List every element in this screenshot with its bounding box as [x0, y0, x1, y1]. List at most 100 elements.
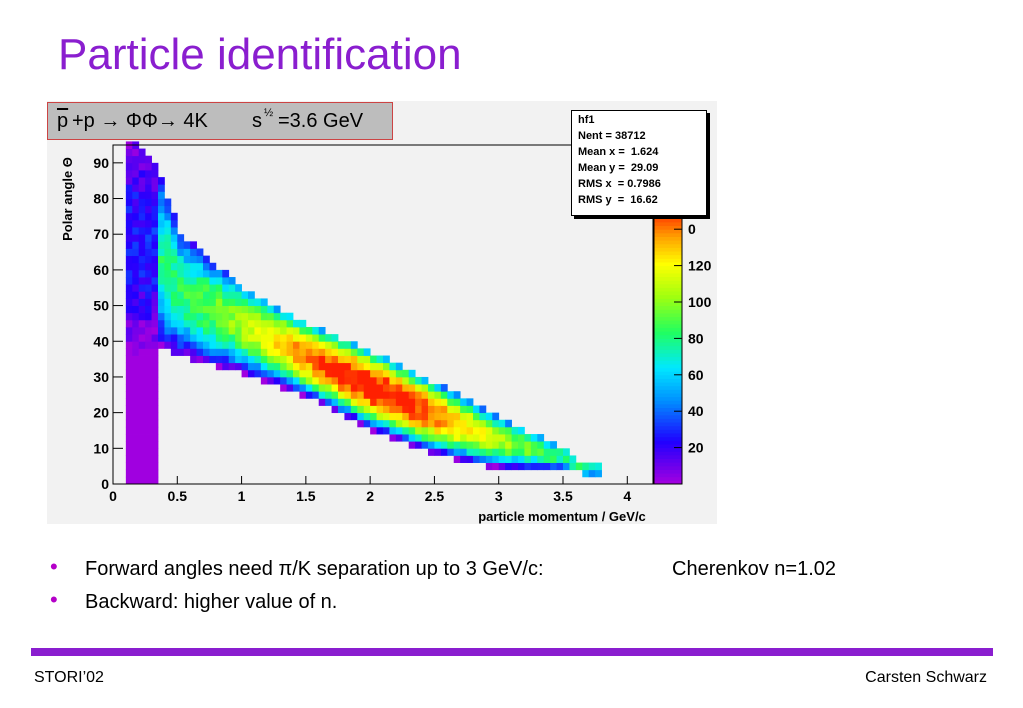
colorbar-tick-label: 0 — [688, 221, 696, 237]
heatmap-cell — [132, 277, 140, 285]
heatmap-cell — [453, 441, 461, 449]
heatmap-cell — [183, 312, 191, 321]
heatmap-cell — [395, 384, 403, 392]
heatmap-cell — [318, 376, 326, 385]
heatmap-cell — [222, 277, 230, 285]
reaction-label: p +p → ΦΦ→ 4K s ½ =3.6 GeV — [47, 102, 393, 140]
heatmap-cell — [151, 419, 159, 428]
heatmap-cell — [389, 384, 397, 392]
heatmap-cell — [325, 334, 332, 342]
heatmap-cell — [203, 255, 210, 264]
heatmap-cell — [395, 369, 403, 378]
heatmap-cell — [248, 298, 255, 306]
heatmap-cell — [305, 341, 313, 349]
heatmap-cell — [125, 205, 133, 214]
heatmap-cell — [273, 319, 281, 328]
heatmap-cell — [132, 348, 140, 356]
heatmap-cell — [556, 448, 564, 456]
heatmap-cell — [138, 241, 146, 249]
heatmap-cell — [357, 355, 365, 364]
heatmap-cell — [145, 398, 152, 406]
colorbar-tick-label: 80 — [688, 330, 704, 346]
heatmap-cell — [293, 326, 300, 335]
heatmap-cell — [479, 405, 487, 414]
colorbar-segment — [654, 251, 682, 256]
heatmap-cell — [138, 155, 146, 164]
heatmap-cell — [350, 398, 358, 406]
heatmap-cell — [177, 241, 185, 249]
heatmap-cell — [267, 326, 275, 335]
y-tick-label: 20 — [93, 405, 109, 421]
heatmap-cell — [164, 298, 172, 306]
heatmap-cell — [138, 455, 146, 463]
heatmap-cell — [267, 376, 275, 385]
heatmap-cell — [389, 362, 397, 371]
heatmap-cell — [344, 348, 352, 356]
heatmap-cell — [132, 319, 140, 328]
heatmap-cell — [170, 312, 178, 321]
heatmap-cell — [138, 448, 146, 456]
colorbar-segment — [654, 305, 682, 310]
heatmap-cell — [402, 419, 410, 428]
heatmap-cell — [460, 434, 467, 442]
heatmap-cell — [203, 284, 210, 292]
heatmap-cell — [357, 348, 365, 356]
heatmap-cell — [286, 376, 294, 385]
heatmap-cell — [485, 419, 493, 428]
colorbar-segment — [654, 345, 682, 350]
heatmap-cell — [363, 348, 371, 356]
heatmap-cell — [338, 384, 345, 392]
heatmap-cell — [293, 362, 300, 371]
heatmap-cell — [170, 284, 178, 292]
heatmap-cell — [415, 441, 422, 449]
heatmap-cell — [466, 426, 474, 435]
heatmap-cell — [473, 448, 480, 456]
colorbar-segment — [654, 436, 682, 441]
heatmap-cell — [408, 441, 416, 449]
heatmap-cell — [312, 362, 320, 371]
heatmap-cell — [241, 334, 249, 342]
x-tick-label: 0 — [109, 488, 117, 504]
heatmap-cell — [305, 376, 313, 385]
colorbar-segment — [654, 433, 682, 438]
heatmap-cell — [453, 398, 461, 406]
heatmap-cell — [190, 262, 197, 271]
heatmap-cell — [376, 376, 384, 385]
heatmap-cell — [299, 376, 307, 385]
heatmap-cell — [125, 148, 133, 157]
heatmap-cell — [158, 291, 165, 299]
plot-frame — [112, 144, 654, 485]
heatmap-cell — [408, 398, 416, 406]
heatmap-cell — [132, 169, 140, 178]
heatmap-cell — [125, 448, 133, 456]
heatmap-cell — [518, 448, 525, 456]
heatmap-cell — [485, 412, 493, 421]
heatmap-cell — [145, 234, 152, 242]
heatmap-cell — [158, 191, 165, 199]
heatmap-cell — [132, 291, 140, 299]
heatmap-cell — [132, 312, 140, 321]
heatmap-cell — [151, 326, 159, 335]
heatmap-cell — [138, 369, 146, 378]
heatmap-cell — [145, 476, 152, 485]
heatmap-cell — [492, 412, 500, 421]
heatmap-cell — [145, 191, 152, 199]
heatmap-cell — [511, 448, 519, 456]
heatmap-cell — [132, 341, 140, 349]
heatmap-cell — [145, 326, 152, 335]
heatmap-cell — [299, 326, 307, 335]
heatmap-cell — [318, 398, 326, 406]
heatmap-cell — [138, 469, 146, 478]
heatmap-cell — [132, 269, 140, 278]
heatmap-cell — [235, 341, 242, 349]
heatmap-cell — [145, 441, 152, 449]
heatmap-cell — [305, 391, 313, 399]
heatmap-cell — [151, 441, 159, 449]
heatmap-cell — [138, 391, 146, 399]
heatmap-cell — [260, 298, 268, 306]
heatmap-cell — [215, 291, 223, 299]
colorbar-segment — [654, 334, 682, 339]
heatmap-cell — [447, 426, 455, 435]
heatmap-cell — [151, 262, 159, 271]
heatmap-cell — [254, 341, 262, 349]
